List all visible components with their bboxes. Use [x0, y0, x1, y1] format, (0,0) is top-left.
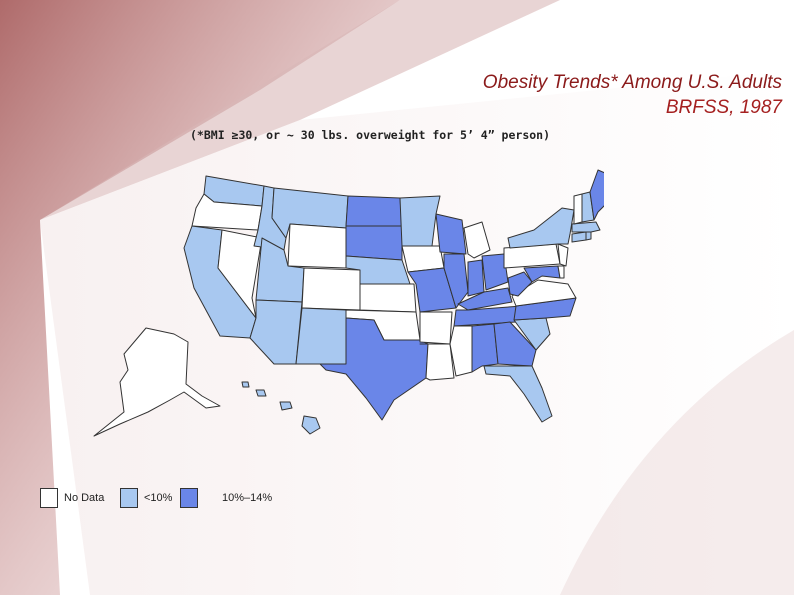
state-de[interactable] [557, 265, 565, 279]
state-wy[interactable] [287, 223, 347, 269]
us-map [93, 169, 604, 437]
state-in[interactable] [467, 259, 485, 297]
map-subtitle: BRFSS, 1987 [665, 97, 782, 118]
state-vt[interactable] [573, 193, 583, 225]
legend-label-mid: 10%–14% [222, 492, 273, 504]
state-co[interactable] [301, 267, 361, 311]
legend-label-no-data: No Data [64, 492, 105, 504]
state-nm[interactable] [295, 307, 347, 365]
state-me[interactable] [589, 169, 604, 221]
state-md[interactable] [523, 265, 561, 283]
state-ma[interactable] [571, 221, 601, 233]
state-ga[interactable] [493, 321, 537, 367]
state-ia[interactable] [401, 245, 445, 273]
legend-swatch-low [120, 488, 138, 508]
state-tx[interactable] [319, 317, 429, 421]
state-ar[interactable] [419, 311, 453, 345]
state-fl[interactable] [483, 365, 553, 423]
state-hi[interactable] [301, 415, 321, 435]
state-ri[interactable] [585, 231, 592, 241]
map-title: Obesity Trends* Among U.S. Adults [482, 72, 782, 93]
state-mo[interactable] [407, 267, 457, 313]
state-nv[interactable] [217, 229, 263, 319]
state-hi-oahu[interactable] [255, 389, 267, 397]
state-al[interactable] [471, 323, 499, 373]
state-az[interactable] [249, 299, 303, 365]
legend-label-low: <10% [144, 492, 173, 504]
state-mi[interactable] [463, 221, 491, 259]
state-tn[interactable] [453, 305, 523, 327]
state-mn[interactable] [399, 195, 441, 247]
state-ky[interactable] [457, 287, 513, 311]
legend-swatch-no-data [40, 488, 58, 508]
state-sd[interactable] [345, 225, 403, 261]
state-hi-maui[interactable] [279, 401, 293, 411]
state-nj[interactable] [557, 243, 569, 267]
state-ms[interactable] [449, 325, 473, 377]
state-hi-kauai[interactable] [241, 381, 250, 388]
footnote: (*BMI ≥30, or ~ 30 lbs. overweight for 5… [190, 128, 551, 142]
state-ks[interactable] [359, 283, 417, 313]
state-ny[interactable] [507, 207, 575, 249]
state-wi[interactable] [435, 213, 467, 255]
state-wv[interactable] [507, 271, 533, 297]
state-nd[interactable] [345, 195, 403, 227]
state-il[interactable] [443, 253, 469, 309]
state-ct[interactable] [571, 231, 587, 243]
state-ak[interactable] [93, 327, 221, 437]
legend-swatch-mid [180, 488, 198, 508]
